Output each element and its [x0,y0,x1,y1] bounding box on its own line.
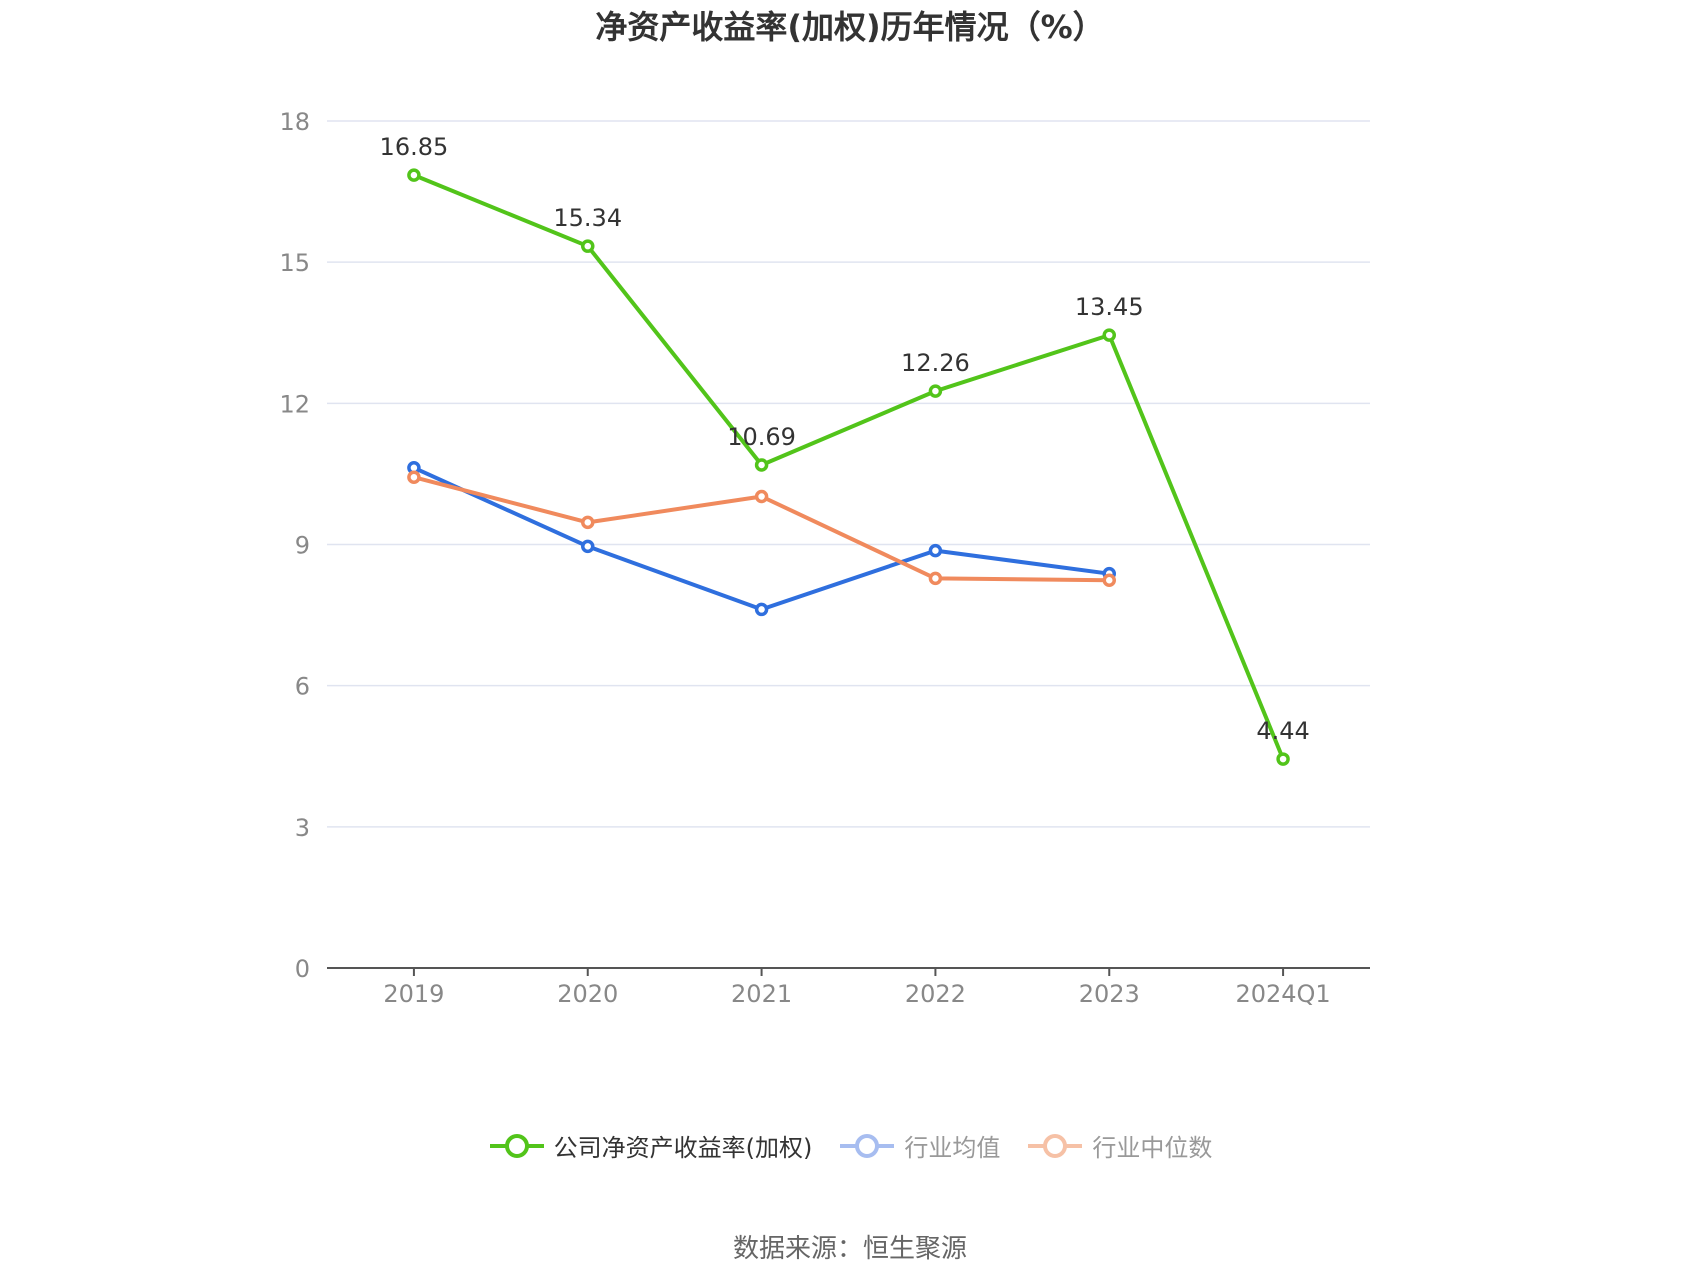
data-label: 10.69 [727,423,796,451]
y-tick-label: 3 [295,814,310,842]
series-line-0 [413,173,1285,760]
x-tick-label: 2024Q1 [1235,980,1330,1008]
data-point[interactable] [928,543,943,558]
data-label: 15.34 [553,204,622,232]
data-point[interactable] [581,539,595,554]
data-point[interactable] [407,470,421,484]
y-tick-label: 6 [295,673,310,701]
data-point[interactable] [581,515,595,530]
legend-item-industry-avg[interactable]: 行业均值 [838,1128,1000,1163]
data-point[interactable] [1276,752,1290,766]
legend-label-industry-avg: 行业均值 [904,1134,1001,1162]
data-point[interactable] [1102,328,1116,342]
legend-swatch-industry-avg [840,1133,895,1158]
data-point[interactable] [581,239,595,253]
legend: 公司净资产收益率(加权) 行业均值 行业中位数 [0,1128,1700,1163]
y-tick-label: 0 [295,955,310,983]
data-label: 13.45 [1075,293,1144,321]
x-tick-label: 2020 [557,980,618,1008]
axes: 0 3 6 9 12 15 18 2019 2020 2021 2022 2023 2024Q1 [279,108,1370,1008]
data-point[interactable] [754,602,769,617]
legend-swatch-company-roe [489,1133,544,1158]
series-line-1 [413,465,1110,612]
series [407,168,1290,766]
data-label: 16.85 [380,133,449,161]
y-tick-label: 18 [279,108,310,136]
data-point[interactable] [754,458,769,472]
legend-item-industry-median[interactable]: 行业中位数 [1026,1128,1212,1163]
data-point[interactable] [754,489,769,504]
y-tick-label: 9 [295,532,310,560]
x-tick-label: 2021 [731,980,792,1008]
y-tick-label: 15 [279,249,310,277]
data-labels: 16.85 15.34 10.69 12.26 13.45 4.44 [380,133,1310,745]
data-label: 4.44 [1256,717,1309,745]
data-label: 12.26 [901,349,970,377]
legend-swatch-industry-median [1028,1133,1083,1158]
grid-lines [327,120,1370,828]
x-tick-label: 2019 [383,980,444,1008]
source-note: 数据来源：恒生聚源 [732,1234,967,1264]
y-tick-label: 12 [279,390,310,418]
legend-label-company-roe: 公司净资产收益率(加权) [553,1134,813,1162]
x-tick-label: 2023 [1079,980,1140,1008]
legend-item-company-roe[interactable]: 公司净资产收益率(加权) [488,1128,813,1163]
data-point[interactable] [928,384,943,398]
data-point[interactable] [1102,573,1116,588]
data-point[interactable] [928,571,943,586]
x-tick-label: 2022 [905,980,966,1008]
chart-title: 净资产收益率(加权)历年情况（%） [595,8,1105,46]
legend-label-industry-median: 行业中位数 [1092,1134,1213,1162]
data-point[interactable] [407,168,421,182]
